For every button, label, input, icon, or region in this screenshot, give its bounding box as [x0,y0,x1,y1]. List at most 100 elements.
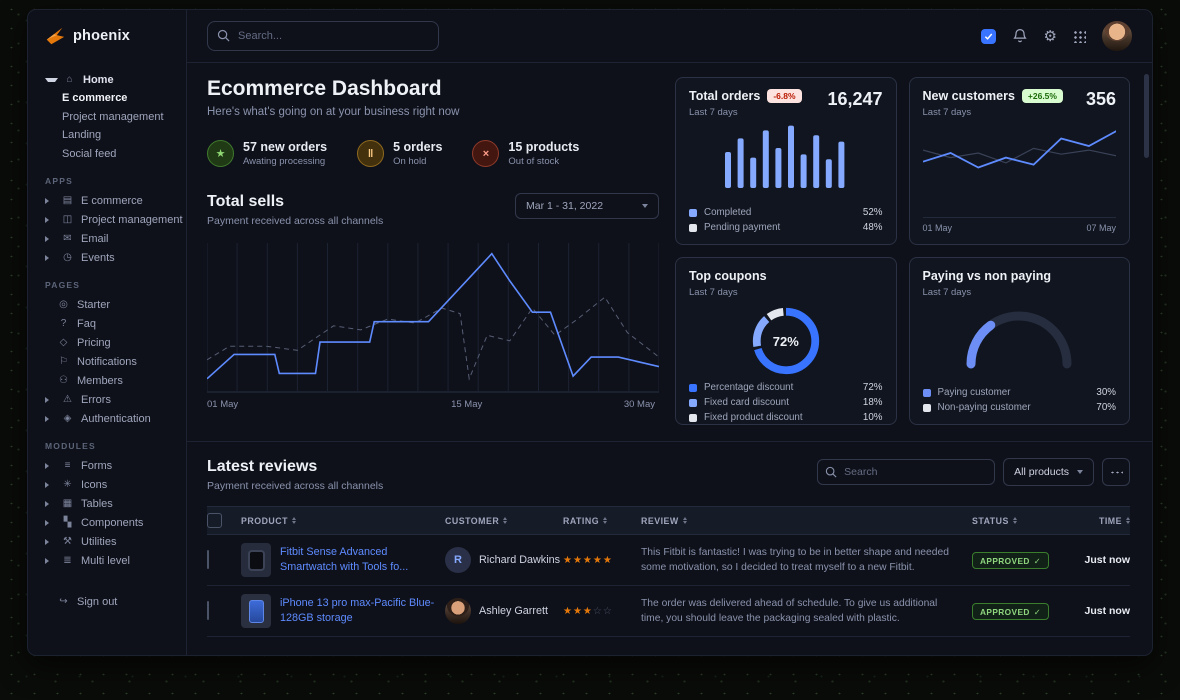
chevron-down-icon [45,77,58,82]
review-time: Just now [1084,554,1130,566]
sort-icon [603,516,608,525]
more-options-button[interactable] [1102,458,1130,486]
bell-icon: ⚐ [59,356,68,367]
date-range-select[interactable]: Mar 1 - 31, 2022 [515,193,659,219]
reviews-table: PRODUCT CUSTOMER RATING [207,506,1130,637]
x-tick: 07 May [1086,223,1116,233]
content: Ecommerce Dashboard Here's what's going … [187,63,1152,655]
sidebar-item-ecommerce[interactable]: E commerce [62,92,128,105]
customer-avatar: R [445,547,471,573]
chevron-right-icon [45,462,53,469]
column-header-rating[interactable]: RATING [563,516,641,526]
bell-icon[interactable] [1012,28,1028,44]
sort-icon [1126,516,1130,525]
components-icon: ▚ [63,517,72,528]
sidebar-item-starter[interactable]: ◎ Starter [28,295,186,314]
product-link[interactable]: iPhone 13 pro max-Pacific Blue-128GB sto… [280,597,435,624]
sidebar-item-landing[interactable]: Landing [62,129,102,142]
stats-row: ★ 57 new orders Awating processing ‖ 5 o… [207,140,659,167]
sidebar: phoenix ⌂ Home E commerce Project manage… [28,10,187,655]
search-icon [825,466,837,478]
scrollbar[interactable] [1144,74,1149,158]
review-time: Just now [1084,605,1130,617]
sidebar-nav: ⌂ Home E commerce Project management Lan… [28,62,186,655]
sidebar-item-notifications[interactable]: ⚐ Notifications [28,352,186,371]
product-link[interactable]: Fitbit Sense Advanced Smartwatch with To… [280,546,409,573]
total-sells-subtitle: Payment received across all channels [207,215,384,227]
legend-bullet [689,398,697,407]
ellipsis-icon [1109,470,1123,474]
chevron-right-icon [45,216,53,223]
donut-center-label: 72% [772,333,799,349]
top-coupons-card: Top coupons Last 7 days 72% [675,257,897,425]
out-of-stock-icon: × [472,140,500,167]
apps-grid-icon[interactable] [1073,29,1086,43]
sidebar-item-faq[interactable]: ? Faq [28,314,186,333]
sidebar-item-utilities[interactable]: ⚒ Utilities [28,532,186,551]
legend-bullet [689,208,697,217]
sidebar-item-home[interactable]: ⌂ Home [28,70,186,89]
chevron-right-icon [45,500,53,507]
chevron-right-icon [45,538,53,545]
coupons-donut-chart: 72% [747,302,825,380]
total-orders-card: Total orders -6.8% Last 7 days 16,247 [675,77,897,245]
sort-icon [292,516,296,525]
product-thumbnail [241,594,271,628]
sidebar-item-errors[interactable]: ⚠ Errors [28,390,186,409]
sidebar-item-apps-ecommerce[interactable]: ▤ E commerce [28,191,186,210]
sidebar-item-events[interactable]: ◷ Events [28,248,186,267]
chevron-right-icon [45,197,53,204]
x-tick: 15 May [451,399,483,410]
product-thumbnail [241,543,271,577]
mail-icon: ✉ [63,233,72,244]
total-sells-chart: 01 May 15 May 30 May [207,243,659,415]
sidebar-item-label: Home [83,73,114,86]
kanban-icon: ◫ [62,214,73,225]
new-orders-icon: ★ [207,140,234,167]
tag-icon: ◇ [59,337,68,348]
iphone-image [248,599,264,623]
theme-toggle-icon[interactable] [980,28,996,44]
sidebar-item-pricing[interactable]: ◇ Pricing [28,333,186,352]
sidebar-item-email[interactable]: ✉ Email [28,229,186,248]
gear-icon[interactable]: ⚙ [1043,27,1057,45]
search-input[interactable] [207,21,439,51]
sidebar-item-members[interactable]: ⚇ Members [28,371,186,390]
question-icon: ? [60,318,67,329]
product-filter-select[interactable]: All products [1003,458,1094,486]
sidebar-item-authentication[interactable]: ◈ Authentication [28,409,186,428]
trend-badge: +26.5% [1021,89,1063,103]
sidebar-item-tables[interactable]: ▦ Tables [28,494,186,513]
brand[interactable]: phoenix [28,10,186,62]
sidebar-item-icons[interactable]: ✳ Icons [28,475,186,494]
sidebar-item-apps-project-management[interactable]: ◫ Project management [28,210,186,229]
row-checkbox[interactable] [207,601,209,620]
stat-out-of-stock: × 15 products Out of stock [472,140,579,167]
legend-item: Percentage discount 72% [689,382,883,393]
reviews-search-input[interactable] [817,459,996,485]
sidebar-item-forms[interactable]: ≡ Forms [28,456,186,475]
sidebar-item-project-management[interactable]: Project management [62,110,164,123]
row-checkbox[interactable] [207,550,209,569]
x-tick: 30 May [623,399,655,410]
layers-icon: ≣ [63,555,72,566]
sidebar-item-multi-level[interactable]: ≣ Multi level [28,551,186,570]
sidebar-item-components[interactable]: ▚ Components [28,513,186,532]
rating-stars: ★★★☆☆ [563,605,613,617]
paying-gauge-chart [966,311,1072,369]
column-header-customer[interactable]: CUSTOMER [445,516,563,526]
avatar[interactable] [1102,21,1132,51]
latest-reviews-section: Latest reviews Payment received across a… [187,441,1152,655]
stat-new-orders: ★ 57 new orders Awating processing [207,140,327,167]
signout-icon: ↪ [59,596,68,607]
sort-icon [682,516,687,525]
column-header-product[interactable]: PRODUCT [241,516,445,526]
check-icon: ✓ [1033,606,1042,617]
select-all-checkbox[interactable] [207,513,222,528]
sidebar-item-social-feed[interactable]: Social feed [62,147,117,160]
column-header-status[interactable]: STATUS [972,516,1064,526]
column-header-review[interactable]: REVIEW [641,516,972,526]
signout-button[interactable]: ↪ Sign out [28,592,186,611]
column-header-time[interactable]: TIME [1064,516,1130,526]
